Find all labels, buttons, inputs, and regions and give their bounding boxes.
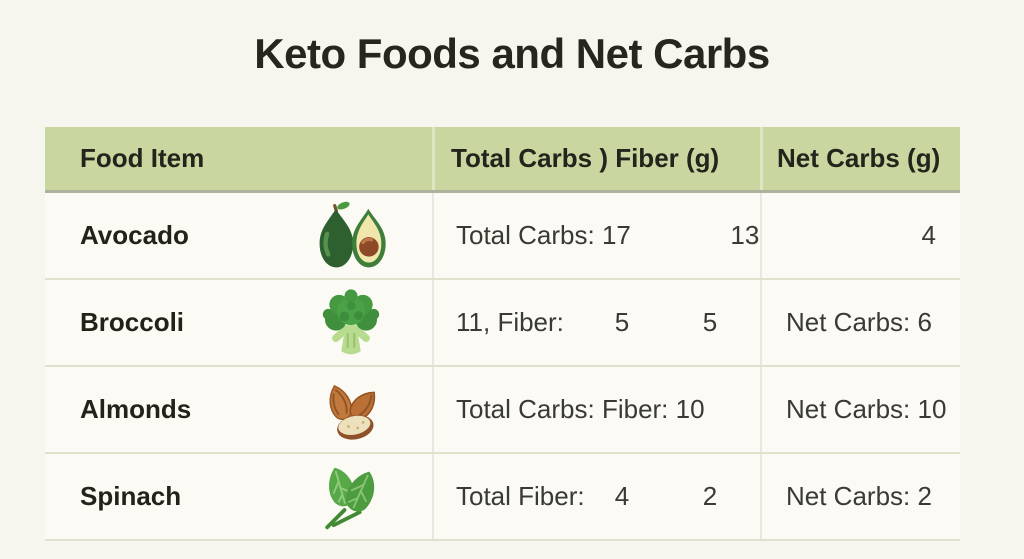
carbs-num-2: 13 [730,220,760,250]
keto-foods-table: Food Item Total Carbs ) Fiber (g) Net Ca… [45,127,960,541]
carbs-text: Total Fiber: [456,481,585,511]
net-carbs-text: Net Carbs: 10 [786,394,947,424]
carbs-text: Total Carbs: 17 [456,220,631,250]
carbs-cell: Total Carbs: Fiber: 10 [432,367,760,452]
table-row-avocado: Avocado Total Carbs: 17 13 [45,193,960,280]
avocado-icon [312,197,390,275]
food-name: Avocado [80,220,189,250]
table-row-broccoli: Broccoli [45,280,960,367]
food-name: Almonds [80,394,192,424]
header-food-item: Food Item [80,143,205,173]
net-carbs-cell: Net Carbs: 6 [760,280,960,365]
table-header-row: Food Item Total Carbs ) Fiber (g) Net Ca… [45,127,960,193]
food-name: Spinach [80,481,182,511]
carbs-cell: Total Fiber: 4 2 [432,454,760,539]
carbs-text: Total Carbs: Fiber: 10 [456,394,705,424]
page-title: Keto Foods and Net Carbs [254,30,770,77]
net-carbs-cell: Net Carbs: 2 [760,454,960,539]
food-cell: Broccoli [45,280,432,365]
carbs-num-1: 4 [614,481,630,511]
carbs-num-2: 5 [702,307,718,337]
food-cell: Avocado [45,193,432,278]
broccoli-icon [312,284,390,362]
food-cell: Spinach [45,454,432,539]
carbs-num-2: 2 [702,481,718,511]
net-carbs-cell: 4 [760,193,960,278]
net-carbs-text: Net Carbs: 2 [786,481,932,511]
spinach-icon [312,458,390,536]
almonds-icon [312,371,390,449]
carbs-text: 11, Fiber: [456,307,564,337]
net-carbs-text: Net Carbs: 6 [786,307,932,337]
carbs-cell: 11, Fiber: 5 5 [432,280,760,365]
header-total-carbs-fiber: Total Carbs ) Fiber (g) [432,127,760,190]
carbs-cell: Total Carbs: 17 13 [432,193,760,278]
carbs-num-1: 5 [614,307,630,337]
net-carbs-text: 4 [921,220,936,250]
food-name: Broccoli [80,307,185,337]
table-row-spinach: Spinach Total Fiber: [45,454,960,541]
food-cell: Almonds [45,367,432,452]
header-net-carbs: Net Carbs (g) [760,127,960,190]
table-row-almonds: Almonds [45,367,960,454]
net-carbs-cell: Net Carbs: 10 [760,367,960,452]
